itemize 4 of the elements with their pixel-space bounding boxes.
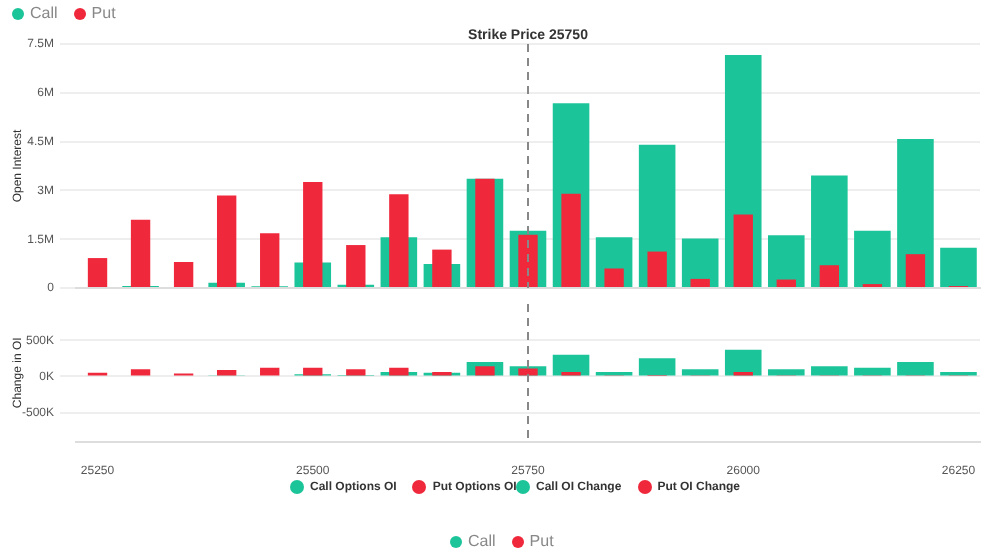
text: Put <box>529 532 554 550</box>
text: Put <box>91 4 116 22</box>
text: Call <box>30 4 58 22</box>
text: Call <box>468 532 496 550</box>
